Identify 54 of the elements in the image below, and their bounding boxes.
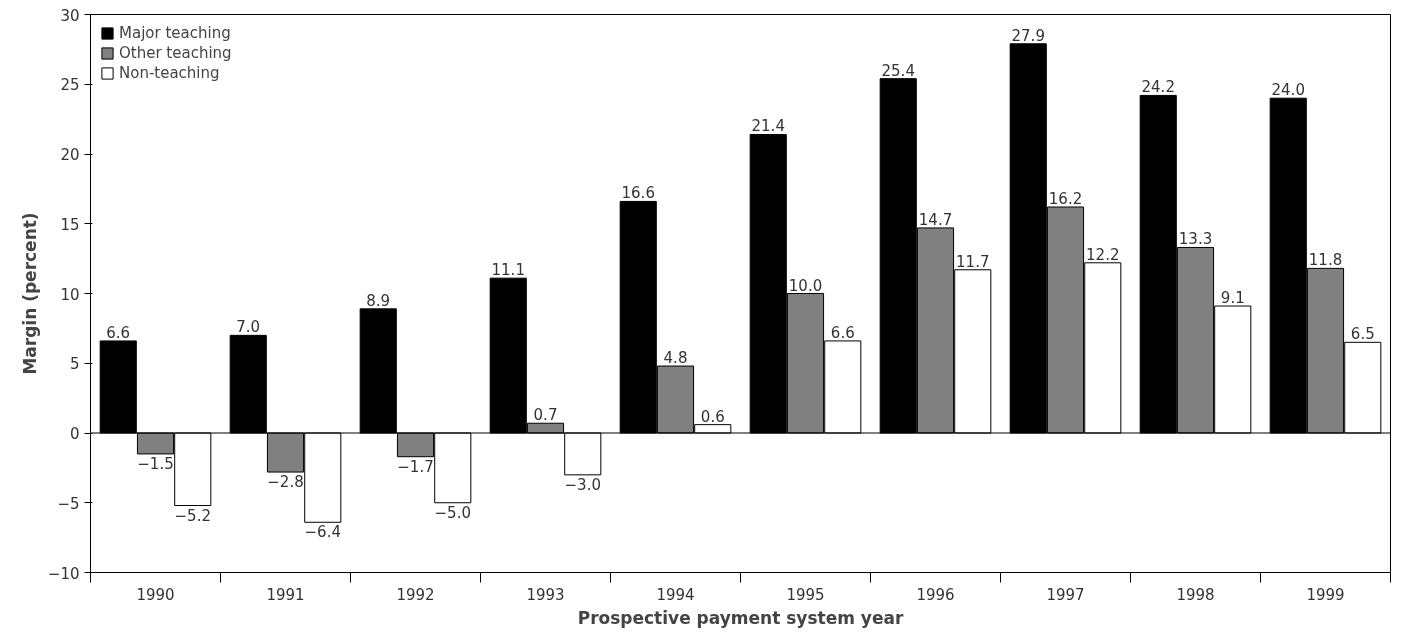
data-label: −5.2	[174, 506, 211, 525]
x-tick-label: 1996	[916, 585, 955, 604]
data-label: 9.1	[1220, 289, 1245, 308]
data-label: 6.5	[1350, 325, 1375, 344]
data-label: −2.8	[267, 473, 304, 492]
data-label: −1.7	[397, 457, 434, 476]
data-label: 10.0	[788, 276, 823, 295]
x-tick-label: 1995	[786, 585, 825, 604]
data-label: 0.7	[533, 406, 558, 425]
y-tick-label: 5	[69, 355, 80, 374]
x-tick-label: 1992	[396, 585, 435, 604]
data-label: −5.0	[434, 503, 471, 522]
data-label: 11.7	[956, 252, 990, 271]
x-tick-label: 1990	[136, 585, 175, 604]
data-label: 25.4	[881, 61, 915, 80]
x-tick-label: 1998	[1176, 585, 1215, 604]
data-label: 16.2	[1048, 190, 1083, 209]
y-tick-label: 15	[60, 215, 80, 234]
x-tick-label: 1997	[1046, 585, 1085, 604]
data-label: −6.4	[304, 523, 341, 542]
data-label: 7.0	[236, 318, 261, 337]
x-tick-label: 1991	[266, 585, 305, 604]
data-label: 11.8	[1308, 251, 1343, 270]
data-label: 4.8	[663, 349, 688, 368]
y-tick-label: −10	[47, 564, 80, 583]
data-label: 8.9	[366, 291, 391, 310]
data-label: 14.7	[918, 210, 953, 229]
data-label: 16.6	[621, 184, 655, 203]
data-label: 24.2	[1141, 78, 1175, 97]
data-label: −3.0	[564, 475, 601, 494]
data-label: 21.4	[751, 117, 785, 136]
x-axis-title: Prospective payment system year	[577, 607, 904, 628]
data-label: 0.6	[700, 407, 725, 426]
data-label: 13.3	[1178, 230, 1213, 249]
data-label: 27.9	[1011, 26, 1045, 45]
y-tick-label: 0	[69, 425, 80, 443]
x-tick-label: 1999	[1306, 585, 1345, 604]
x-tick-label: 1993	[526, 585, 565, 604]
x-tick-label: 1994	[656, 585, 695, 604]
y-tick-label: −5	[57, 494, 80, 513]
y-tick-label: 10	[60, 285, 80, 304]
y-tick-label: 25	[60, 76, 80, 95]
y-tick-label: 20	[60, 146, 80, 164]
y-tick-label: 30	[60, 6, 80, 25]
data-label: 6.6	[106, 323, 131, 342]
data-label: 6.6	[830, 323, 855, 342]
y-axis-title: Margin (percent)	[19, 212, 40, 375]
legend-label: Other teaching	[119, 44, 232, 62]
data-label: −1.5	[137, 454, 174, 473]
data-label: 11.1	[491, 261, 525, 280]
data-label: 12.2	[1086, 245, 1120, 264]
legend-label: Major teaching	[119, 24, 231, 42]
data-label: 24.0	[1271, 81, 1305, 100]
legend-label: Non-teaching	[119, 64, 220, 82]
